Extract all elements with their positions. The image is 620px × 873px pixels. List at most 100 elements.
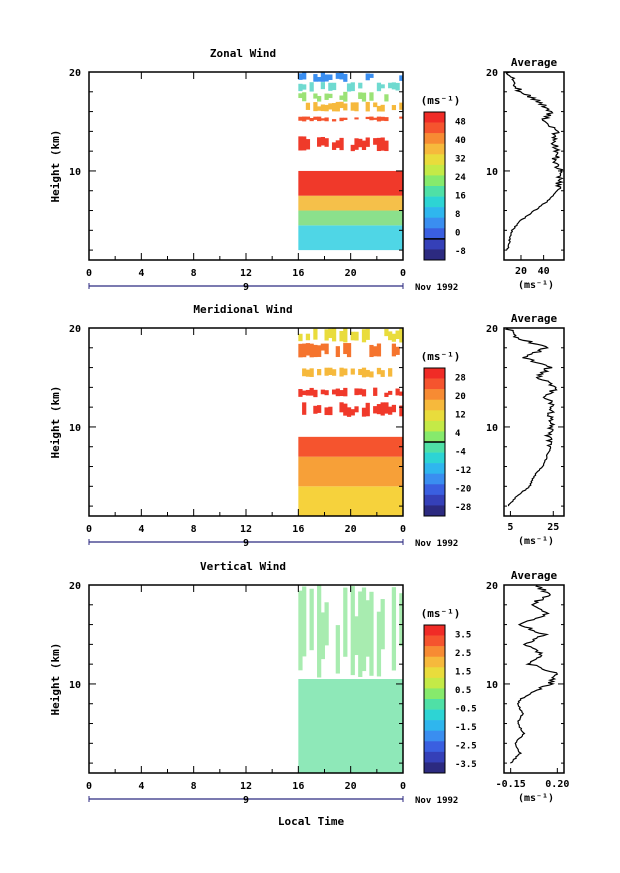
colorbar-swatch — [424, 452, 445, 464]
colorbar-swatch — [424, 751, 445, 763]
field-cell — [399, 405, 404, 417]
x-tick-label: 4 — [138, 781, 144, 792]
x-tick-label: 12 — [240, 524, 252, 535]
colorbar-swatch — [424, 410, 445, 422]
field-cell — [343, 403, 348, 416]
colorbar-swatch — [424, 378, 445, 390]
field-cell — [309, 368, 314, 377]
colorbar-label: 8 — [455, 210, 460, 220]
field-cell — [358, 368, 363, 376]
field-cell — [369, 591, 374, 676]
colorbar-swatch — [424, 625, 445, 636]
colorbar-swatch — [424, 741, 445, 753]
avg-y-tick-label: 10 — [486, 423, 498, 434]
field-cell — [298, 83, 303, 92]
y-axis-label: Height (km) — [49, 386, 62, 459]
field-cell — [320, 104, 325, 112]
field-cell — [399, 75, 404, 81]
colorbar-frame — [423, 624, 446, 774]
field-cell — [335, 101, 340, 112]
field-cell — [331, 328, 337, 342]
colorbar-swatch — [424, 699, 445, 710]
x-tick-label: 0 — [86, 781, 92, 792]
field-cell — [376, 343, 382, 357]
colorbar-label: -20 — [455, 484, 471, 494]
panel-2: Meridional Wind 10 20 Height (km) 0 4 8 12 16 20 0… — [49, 303, 565, 549]
field-cell — [350, 409, 355, 416]
field-cell — [376, 105, 382, 112]
field-cell — [328, 328, 333, 339]
y-tick-label: 20 — [69, 324, 81, 335]
field-cell — [354, 138, 359, 150]
colorbar-swatch — [424, 762, 445, 774]
colorbar-unit: (ms⁻¹) — [421, 350, 461, 363]
field-cell — [317, 95, 322, 102]
colorbar-label: 32 — [455, 154, 466, 164]
field-cell — [298, 73, 303, 80]
colorbar-frame — [423, 111, 446, 261]
field-cell — [350, 586, 355, 676]
field-cell — [317, 116, 322, 122]
colorbar-label: 12 — [455, 410, 466, 420]
field-cell — [391, 333, 397, 342]
colorbar-swatch — [424, 196, 445, 208]
field-cell — [354, 117, 359, 120]
avg-x-tick-label: 0.20 — [545, 779, 569, 790]
field-cell — [384, 94, 389, 102]
field-cell — [302, 586, 307, 657]
field-cell — [376, 404, 382, 415]
field-cell — [346, 343, 352, 358]
field-cell — [361, 140, 367, 151]
field-cell — [376, 611, 382, 677]
field-cell — [328, 406, 333, 416]
field-cell — [343, 587, 348, 657]
colorbar-label: 1.5 — [455, 667, 471, 677]
panel-3: Vertical Wind 10 20 Height (km) 0 4 8 12 16 20 0 9 N… — [49, 560, 569, 806]
field-cell — [346, 83, 352, 92]
y-tick-label: 10 — [69, 423, 81, 434]
x-tick-label: 0 — [400, 268, 406, 279]
field-cell — [399, 593, 404, 647]
x-tick-label: 4 — [138, 524, 144, 535]
field-cell — [335, 73, 340, 79]
field-cell — [358, 388, 363, 395]
field-cell — [317, 369, 322, 376]
avg-x-tick-label: 20 — [515, 266, 527, 277]
average-frame — [503, 71, 565, 261]
field-cell — [380, 137, 385, 151]
colorbar-swatch — [424, 164, 445, 176]
field-cell — [324, 104, 329, 112]
field-cell — [346, 407, 352, 417]
field-cell — [358, 92, 363, 99]
field-cell — [369, 371, 374, 378]
field-cell — [320, 612, 325, 660]
colorbar-unit: (ms⁻¹) — [421, 607, 461, 620]
field-cell — [343, 103, 348, 111]
field-cell — [317, 106, 322, 111]
field-cell — [380, 104, 385, 112]
field-cell — [313, 116, 318, 120]
field-cell — [331, 389, 337, 395]
field-cell — [328, 82, 333, 91]
average-xlabel: (ms⁻¹) — [518, 793, 554, 804]
colorbar-label: 0 — [455, 228, 460, 238]
field-cell — [365, 137, 370, 147]
colorbar-swatch — [424, 635, 445, 647]
field-cell — [361, 92, 367, 102]
field-cell — [302, 368, 307, 377]
field-cell — [324, 329, 329, 341]
field-cell — [365, 402, 370, 417]
colorbar-swatch — [424, 667, 445, 679]
field-cell — [298, 333, 303, 342]
colorbar-swatch — [424, 154, 445, 166]
colorbar-swatch — [424, 143, 445, 155]
x-tick-label: 12 — [240, 781, 252, 792]
field-cell — [399, 391, 404, 396]
y-tick-label: 10 — [69, 680, 81, 691]
field-band — [298, 195, 403, 211]
field-cell — [335, 140, 340, 148]
colorbar-swatch — [424, 656, 445, 668]
field-cell — [384, 402, 389, 414]
colorbar-label: 0.5 — [455, 686, 471, 696]
